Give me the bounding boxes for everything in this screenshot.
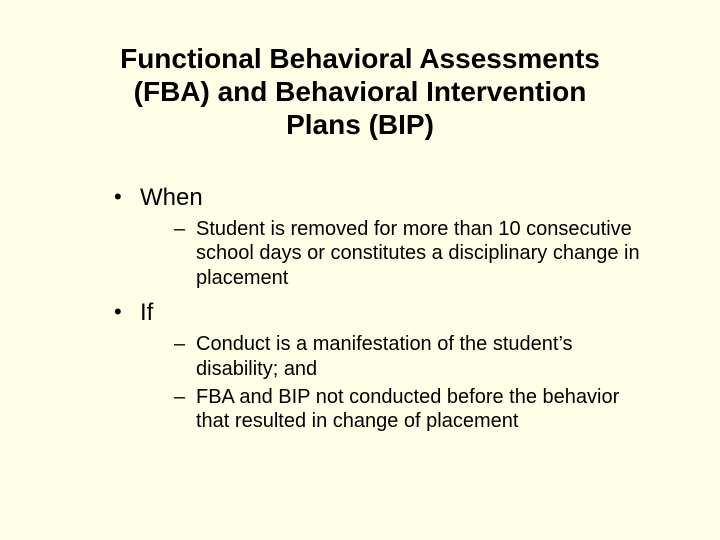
slide-title: Functional Behavioral Assessments (FBA) … <box>80 42 640 141</box>
sub-list: Student is removed for more than 10 cons… <box>140 217 640 290</box>
bullet-list: When Student is removed for more than 10… <box>80 183 640 434</box>
sub-list-item: FBA and BIP not conducted before the beh… <box>174 385 640 434</box>
bullet-label: If <box>140 299 153 326</box>
bullet-label: When <box>140 184 203 211</box>
sub-bullet-text: Student is removed for more than 10 cons… <box>196 218 640 289</box>
title-line-1: Functional Behavioral Assessments <box>120 43 600 74</box>
list-item: If Conduct is a manifestation of the stu… <box>114 298 640 434</box>
list-item: When Student is removed for more than 10… <box>114 183 640 290</box>
sub-bullet-text: Conduct is a manifestation of the studen… <box>196 333 573 379</box>
sub-list-item: Student is removed for more than 10 cons… <box>174 217 640 290</box>
sub-list-item: Conduct is a manifestation of the studen… <box>174 332 640 381</box>
sub-bullet-text: FBA and BIP not conducted before the beh… <box>196 386 619 432</box>
title-line-3: Plans (BIP) <box>286 109 434 140</box>
title-line-2: (FBA) and Behavioral Intervention <box>134 76 587 107</box>
slide: Functional Behavioral Assessments (FBA) … <box>0 0 720 434</box>
sub-list: Conduct is a manifestation of the studen… <box>140 332 640 434</box>
